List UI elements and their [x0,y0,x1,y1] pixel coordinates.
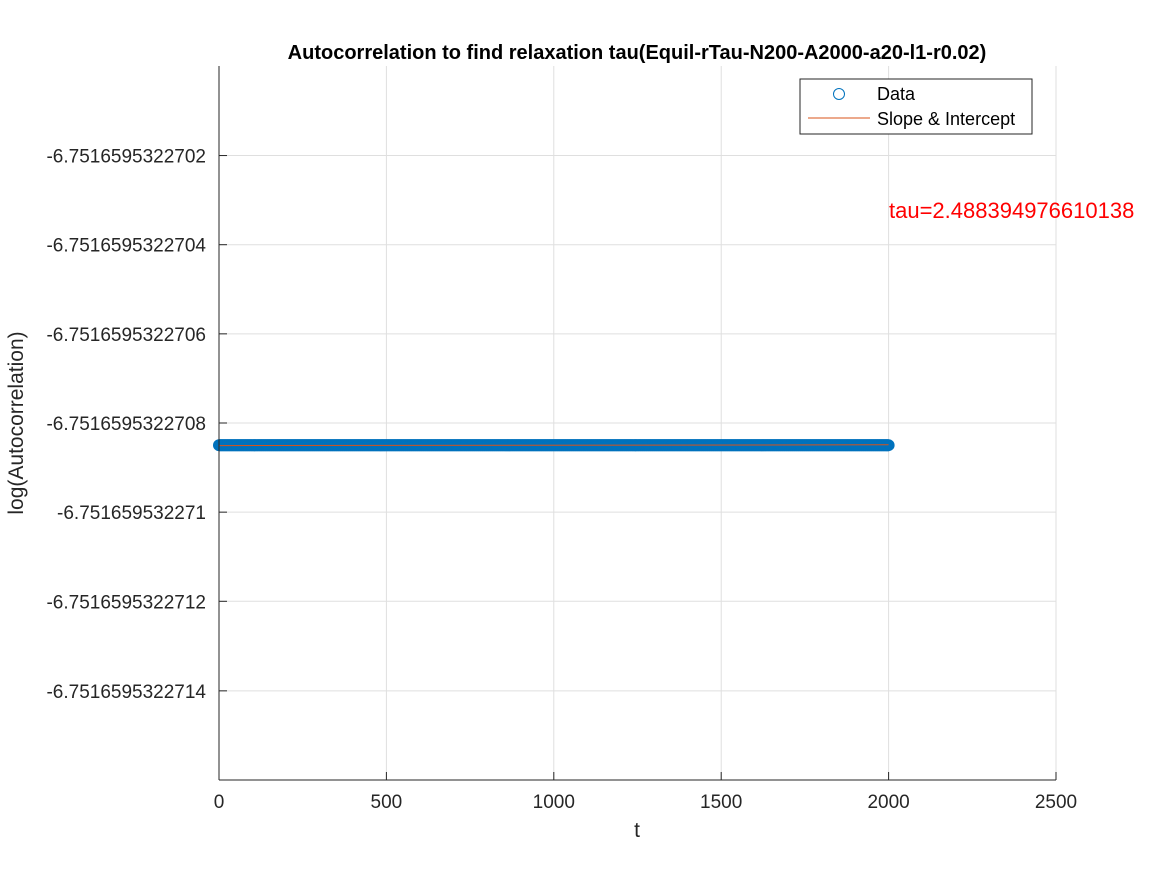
tick-labels: 0 500 1000 1500 2000 2500 -6.7516595322702 -6.7… [46,147,1077,813]
x-tick-label-5: 2500 [1035,792,1077,813]
series-fit-line [218,444,889,447]
legend-entry-fit: Slope & Intercept [877,109,1015,129]
y-tick-label-6: -6.7516595322714 [46,682,206,703]
y-tick-label-3: -6.7516595322708 [46,414,206,435]
y-tick-label-1: -6.7516595322704 [46,236,206,257]
y-tick-label-2: -6.7516595322706 [46,325,206,346]
legend-data-marker [833,88,845,100]
x-tick-label-3: 1500 [700,792,742,813]
legend: Data Slope & Intercept [799,78,1033,135]
x-tick-label-0: 0 [214,792,225,813]
data-layer [213,439,895,452]
x-axis-label: t [634,819,640,842]
y-tick-label-4: -6.751659532271 [57,503,206,524]
legend-entry-data: Data [877,84,916,104]
x-tick-label-2: 1000 [533,792,575,813]
y-tick-label-0: -6.7516595322702 [46,147,206,168]
chart-title: Autocorrelation to find relaxation tau(E… [288,42,987,64]
x-tick-label-4: 2000 [867,792,909,813]
y-tick-label-5: -6.7516595322712 [46,592,206,613]
x-tick-label-1: 500 [371,792,403,813]
y-axis-label: log(Autocorrelation) [5,331,28,514]
tau-annotation: tau=2.488394976610138 [889,198,1134,223]
grid-lines [218,66,1057,780]
axes [218,66,1057,781]
